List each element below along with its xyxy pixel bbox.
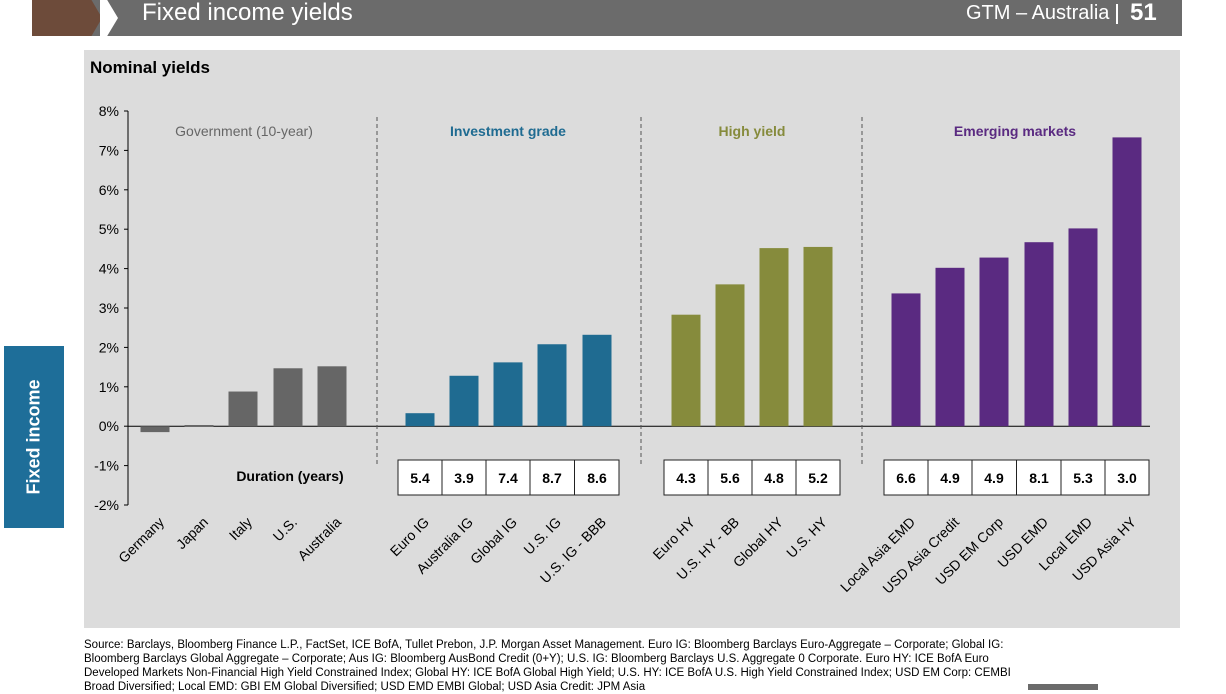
bar bbox=[184, 425, 214, 427]
bar bbox=[803, 246, 833, 427]
category-label: U.S. bbox=[270, 514, 301, 545]
bar bbox=[1068, 228, 1098, 427]
bar bbox=[140, 426, 170, 433]
duration-label: Duration (years) bbox=[236, 468, 343, 484]
category-label: Italy bbox=[226, 514, 255, 543]
category-label: Australia bbox=[294, 514, 344, 564]
header-accent bbox=[32, 0, 102, 36]
y-tick-label: 6% bbox=[99, 182, 119, 198]
y-tick-label: -2% bbox=[94, 497, 119, 513]
y-tick-label: -1% bbox=[94, 458, 119, 474]
slide-title: Fixed income yields bbox=[142, 0, 353, 26]
duration-value: 4.9 bbox=[984, 470, 1004, 486]
bar bbox=[228, 391, 258, 427]
duration-value: 8.6 bbox=[587, 470, 607, 486]
category-label: Global IG bbox=[467, 514, 520, 567]
duration-value: 5.6 bbox=[720, 470, 740, 486]
category-label: Local Asia EMD bbox=[837, 514, 918, 595]
group-label: High yield bbox=[719, 123, 786, 139]
duration-value: 8.1 bbox=[1029, 470, 1049, 486]
bar bbox=[979, 257, 1009, 427]
duration-value: 3.0 bbox=[1117, 470, 1137, 486]
duration-value: 4.3 bbox=[676, 470, 696, 486]
category-label: U.S. HY bbox=[783, 513, 831, 561]
bar bbox=[537, 344, 567, 427]
bar bbox=[273, 368, 303, 427]
duration-value: 5.4 bbox=[410, 470, 430, 486]
category-label: USD Asia Credit bbox=[879, 514, 962, 597]
category-label: Japan bbox=[173, 514, 211, 552]
duration-value: 6.6 bbox=[896, 470, 916, 486]
header-bar bbox=[32, 0, 1182, 36]
y-tick-label: 3% bbox=[99, 300, 119, 316]
duration-value: 7.4 bbox=[498, 470, 518, 486]
y-tick-label: 8% bbox=[99, 103, 119, 119]
group-label: Government (10-year) bbox=[175, 123, 313, 139]
duration-value: 8.7 bbox=[542, 470, 562, 486]
bar bbox=[759, 248, 789, 427]
y-tick-label: 1% bbox=[99, 379, 119, 395]
duration-value: 3.9 bbox=[454, 470, 474, 486]
bar bbox=[715, 284, 745, 427]
y-tick-label: 7% bbox=[99, 142, 119, 158]
bar bbox=[891, 293, 921, 427]
y-tick-label: 5% bbox=[99, 221, 119, 237]
duration-value: 5.3 bbox=[1073, 470, 1093, 486]
y-tick-label: 0% bbox=[99, 418, 119, 434]
source-note: Source: Barclays, Bloomberg Finance L.P.… bbox=[84, 639, 1011, 693]
category-label: U.S. IG bbox=[520, 514, 564, 558]
bar bbox=[493, 362, 523, 427]
bar bbox=[1112, 137, 1142, 427]
section-tab[interactable] bbox=[4, 346, 64, 528]
chart-title: Nominal yields bbox=[90, 58, 210, 77]
duration-value: 5.2 bbox=[808, 470, 828, 486]
bar bbox=[935, 267, 965, 427]
bar bbox=[405, 413, 435, 427]
slide-region: GTM – Australia bbox=[966, 2, 1110, 24]
logo-fragment bbox=[1028, 684, 1098, 690]
bar bbox=[317, 366, 347, 427]
group-label: Investment grade bbox=[450, 123, 566, 139]
bar bbox=[582, 334, 612, 427]
duration-value: 4.9 bbox=[940, 470, 960, 486]
bar bbox=[449, 375, 479, 427]
header-divider bbox=[1116, 4, 1118, 24]
bar bbox=[1024, 242, 1054, 427]
bar bbox=[671, 314, 701, 427]
page-number: 51 bbox=[1130, 0, 1157, 26]
group-label: Emerging markets bbox=[954, 123, 1076, 139]
duration-box bbox=[397, 459, 620, 496]
y-tick-label: 2% bbox=[99, 339, 119, 355]
duration-value: 4.8 bbox=[764, 470, 784, 486]
y-tick-label: 4% bbox=[99, 261, 119, 277]
category-label: Germany bbox=[115, 514, 167, 566]
